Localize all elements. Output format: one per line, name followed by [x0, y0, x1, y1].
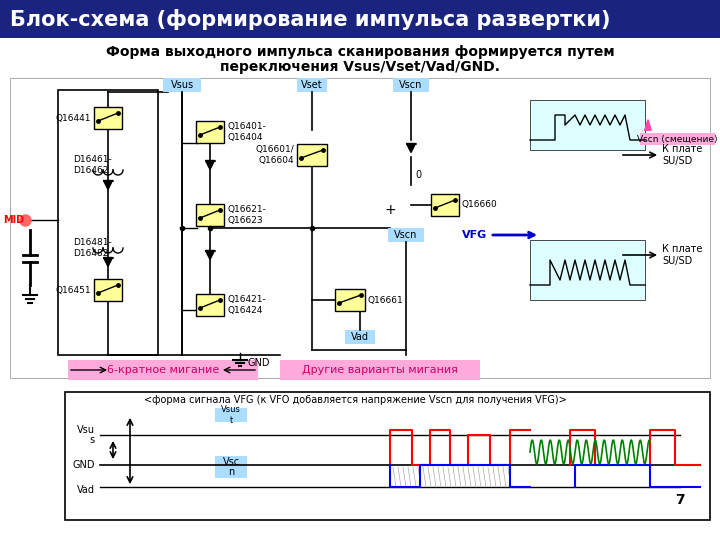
- Bar: [10, 78, 710, 378]
- Text: Другие варианты мигания: Другие варианты мигания: [302, 365, 458, 375]
- Polygon shape: [104, 258, 112, 267]
- Bar: [68, 360, 258, 380]
- Text: Vad: Vad: [351, 332, 369, 342]
- Text: Q16601/
Q16604: Q16601/ Q16604: [256, 145, 294, 165]
- Text: Vscn: Vscn: [395, 230, 418, 240]
- Polygon shape: [205, 251, 215, 260]
- Bar: [280, 360, 480, 380]
- Text: Блок-схема (формирование импульса развертки): Блок-схема (формирование импульса развер…: [10, 9, 611, 30]
- Bar: [94, 107, 122, 129]
- Text: s: s: [90, 435, 95, 445]
- Bar: [640, 133, 715, 145]
- Text: переключения Vsus/Vset/Vad/GND.: переключения Vsus/Vset/Vad/GND.: [220, 60, 500, 74]
- Text: MID: MID: [4, 215, 24, 225]
- Polygon shape: [407, 144, 415, 152]
- Text: Vsus: Vsus: [171, 80, 194, 90]
- Bar: [215, 408, 247, 422]
- Text: GND: GND: [247, 358, 269, 368]
- Polygon shape: [205, 160, 215, 170]
- Bar: [94, 279, 122, 301]
- Text: <форма сигнала VFG (к VFO добавляется напряжение Vscn для получения VFG)>: <форма сигнала VFG (к VFO добавляется на…: [143, 395, 567, 405]
- Text: Q16441: Q16441: [55, 113, 91, 123]
- Text: Vset: Vset: [301, 80, 323, 90]
- Bar: [0, 0, 720, 38]
- Bar: [58, 90, 158, 355]
- Bar: [65, 392, 710, 520]
- Text: 7: 7: [675, 493, 685, 507]
- Text: Q16451: Q16451: [55, 286, 91, 294]
- Bar: [393, 78, 429, 92]
- Text: 6-кратное мигание: 6-кратное мигание: [107, 365, 219, 375]
- Text: 0: 0: [415, 170, 421, 180]
- Text: Q16621-
Q16623: Q16621- Q16623: [227, 205, 266, 225]
- Text: D16481-
D16482: D16481- D16482: [73, 238, 112, 258]
- Text: Vscn: Vscn: [400, 80, 423, 90]
- Polygon shape: [645, 120, 651, 130]
- Text: Vsc: Vsc: [222, 457, 240, 467]
- Text: n: n: [228, 467, 234, 477]
- Bar: [196, 294, 224, 316]
- Text: К плате
SU/SD: К плате SU/SD: [662, 244, 703, 266]
- Text: Vsus
t: Vsus t: [221, 406, 241, 424]
- Text: Vad: Vad: [77, 485, 95, 495]
- Bar: [530, 100, 645, 150]
- Bar: [335, 289, 365, 311]
- Bar: [196, 121, 224, 143]
- Bar: [388, 228, 424, 242]
- Bar: [345, 330, 375, 344]
- Text: Q16421-
Q16424: Q16421- Q16424: [227, 295, 266, 315]
- Text: VFG: VFG: [462, 230, 487, 240]
- Text: Vsu: Vsu: [77, 425, 95, 435]
- Text: Q16660: Q16660: [462, 200, 498, 210]
- Bar: [297, 144, 327, 166]
- Polygon shape: [104, 180, 112, 190]
- Text: Форма выходного импульса сканирования формируется путем: Форма выходного импульса сканирования фо…: [106, 45, 614, 59]
- Bar: [297, 78, 327, 92]
- Text: D16461-
D16462: D16461- D16462: [73, 156, 112, 175]
- Text: Q16401-
Q16404: Q16401- Q16404: [227, 122, 266, 141]
- Bar: [431, 194, 459, 216]
- Text: Vscn (смещение): Vscn (смещение): [636, 134, 717, 144]
- Text: +: +: [384, 203, 396, 217]
- Bar: [163, 78, 201, 92]
- Bar: [530, 240, 645, 300]
- Bar: [196, 204, 224, 226]
- Bar: [215, 456, 247, 478]
- Text: GND: GND: [73, 460, 95, 470]
- Text: Q16661: Q16661: [368, 295, 404, 305]
- Text: К плате
SU/SD: К плате SU/SD: [662, 144, 703, 166]
